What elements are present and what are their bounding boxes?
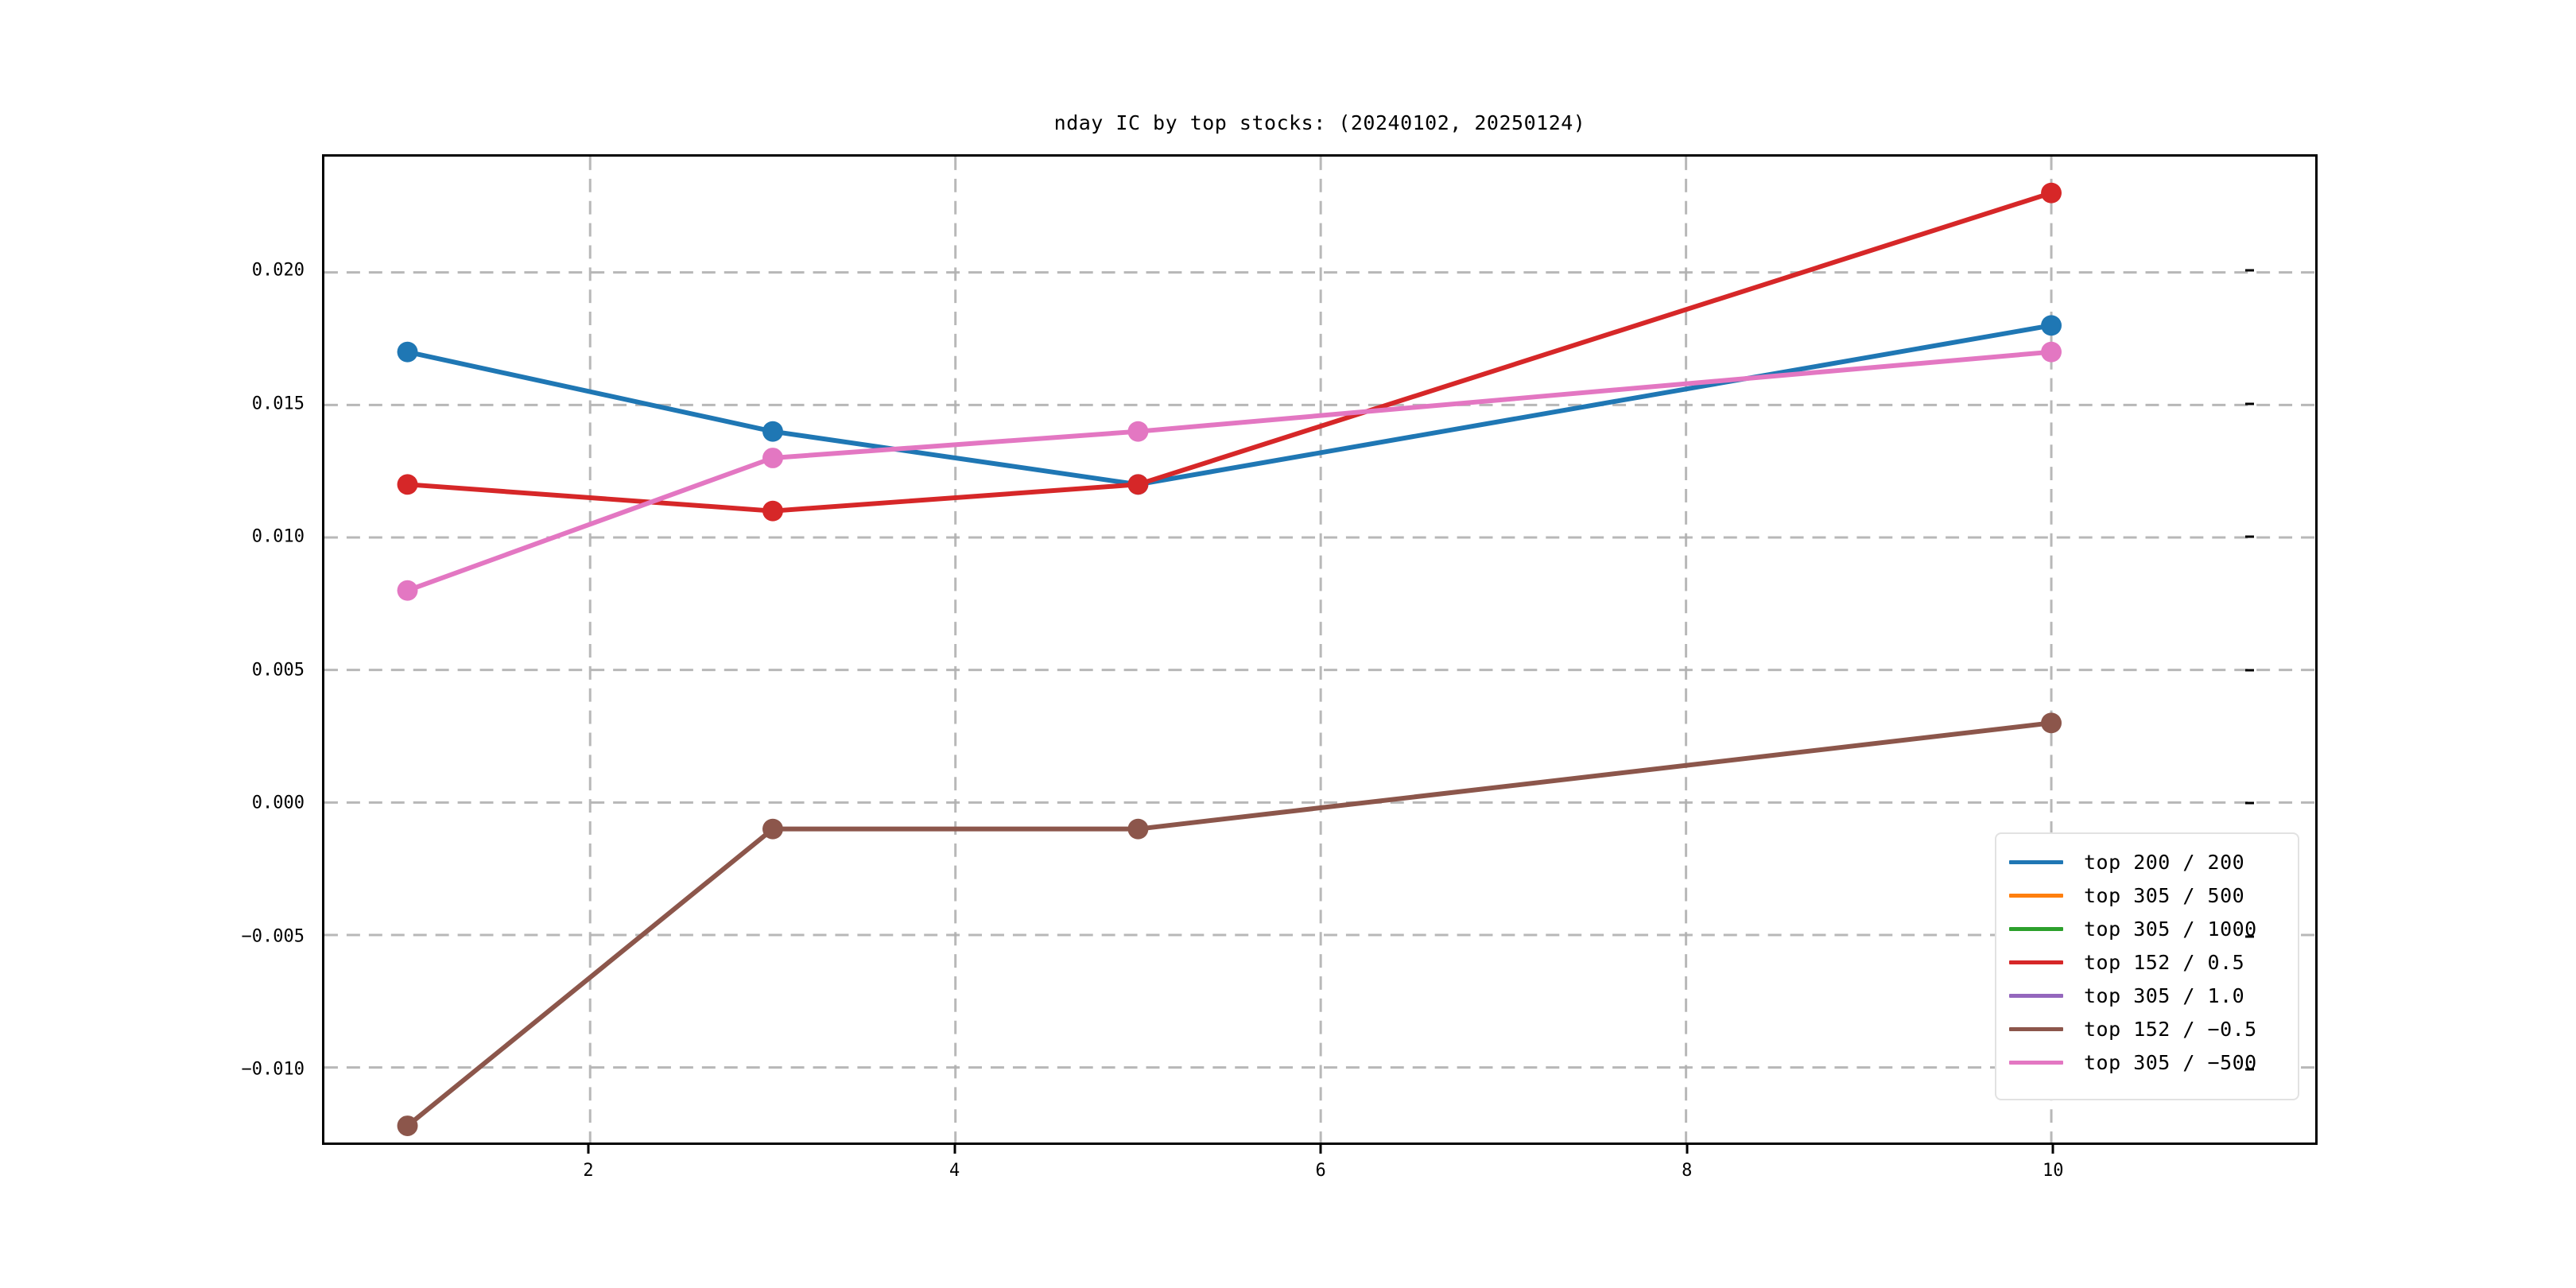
y-tick-label: 0.005: [251, 660, 305, 681]
x-tick-mark: [1686, 1145, 1689, 1154]
x-tick-label: 2: [583, 1161, 594, 1181]
x-tick-label: 6: [1315, 1161, 1326, 1181]
series-marker: [1127, 818, 1149, 840]
series-marker: [762, 421, 783, 442]
y-tick-mark: [2245, 801, 2254, 805]
x-tick-label: 10: [2043, 1161, 2064, 1181]
series-marker: [2041, 341, 2062, 363]
legend-color-swatch: [2009, 1026, 2063, 1031]
series-marker: [2041, 182, 2062, 204]
y-axis-tick-labels: 0.020 0.015 0.010 0.005 0.000 −0.005 −0.010: [0, 154, 322, 1145]
y-tick-mark: [2245, 935, 2254, 938]
legend-item[interactable]: top 305 / −500: [2009, 1046, 2285, 1079]
x-tick-mark: [953, 1145, 956, 1154]
y-tick-label: 0.000: [251, 793, 305, 813]
y-tick-mark: [2245, 269, 2254, 272]
x-tick-mark: [1319, 1145, 1322, 1154]
legend-label: top 305 / 1.0: [2084, 983, 2245, 1007]
series-marker: [397, 341, 418, 363]
y-tick-mark: [2245, 402, 2254, 405]
legend-color-swatch: [2009, 859, 2063, 864]
series-marker: [2041, 712, 2062, 734]
data-series-layer: [397, 182, 2062, 1136]
series-marker: [762, 500, 783, 522]
y-tick-label: −0.005: [241, 926, 305, 947]
legend-item[interactable]: top 305 / 500: [2009, 879, 2285, 912]
y-tick-mark: [2245, 669, 2254, 672]
y-tick-label: 0.020: [251, 260, 305, 281]
y-tick-label: 0.010: [251, 526, 305, 547]
legend-color-swatch: [2009, 926, 2063, 931]
chart-legend[interactable]: top 200 / 200 top 305 / 500 top 305 / 1000…: [1995, 832, 2299, 1100]
legend-label: top 305 / 1000: [2084, 917, 2257, 941]
series-line: [405, 190, 2054, 514]
legend-item[interactable]: top 152 / 0.5: [2009, 945, 2285, 979]
chart-title: nday IC by top stocks: (20240102, 202501…: [1053, 111, 1586, 134]
x-tick-label: 8: [1682, 1161, 1693, 1181]
legend-color-swatch: [2009, 993, 2063, 998]
series-line: [405, 720, 2054, 1128]
x-axis-tick-labels: 2 4 6 8 10: [322, 1145, 2318, 1201]
y-tick-mark: [2245, 1068, 2254, 1071]
series-marker: [762, 448, 783, 468]
series-line: [405, 349, 2054, 593]
series-marker: [397, 580, 418, 601]
legend-item[interactable]: top 305 / 1000: [2009, 912, 2285, 945]
legend-label: top 305 / −500: [2084, 1050, 2257, 1074]
legend-label: top 200 / 200: [2084, 850, 2245, 874]
legend-color-swatch: [2009, 1060, 2063, 1065]
series-marker: [2041, 315, 2062, 336]
x-tick-mark: [587, 1145, 590, 1154]
series-marker: [762, 818, 783, 840]
legend-label: top 152 / 0.5: [2084, 950, 2245, 974]
series-marker: [1127, 421, 1149, 442]
legend-item[interactable]: top 200 / 200: [2009, 845, 2285, 879]
legend-label: top 305 / 500: [2084, 883, 2245, 907]
y-tick-mark: [2245, 535, 2254, 538]
series-marker: [397, 1115, 418, 1136]
plot-area: [322, 154, 2318, 1145]
legend-color-swatch: [2009, 893, 2063, 898]
series-marker: [1127, 474, 1149, 495]
legend-color-swatch: [2009, 960, 2063, 964]
series-marker: [397, 474, 418, 495]
legend-label: top 152 / −0.5: [2084, 1017, 2257, 1041]
x-tick-mark: [2051, 1145, 2054, 1154]
y-tick-label: −0.010: [241, 1059, 305, 1080]
legend-item[interactable]: top 152 / −0.5: [2009, 1012, 2285, 1046]
x-tick-label: 4: [949, 1161, 960, 1181]
legend-item[interactable]: top 305 / 1.0: [2009, 979, 2285, 1012]
series-line: [405, 323, 2054, 487]
y-tick-label: 0.015: [251, 394, 305, 414]
